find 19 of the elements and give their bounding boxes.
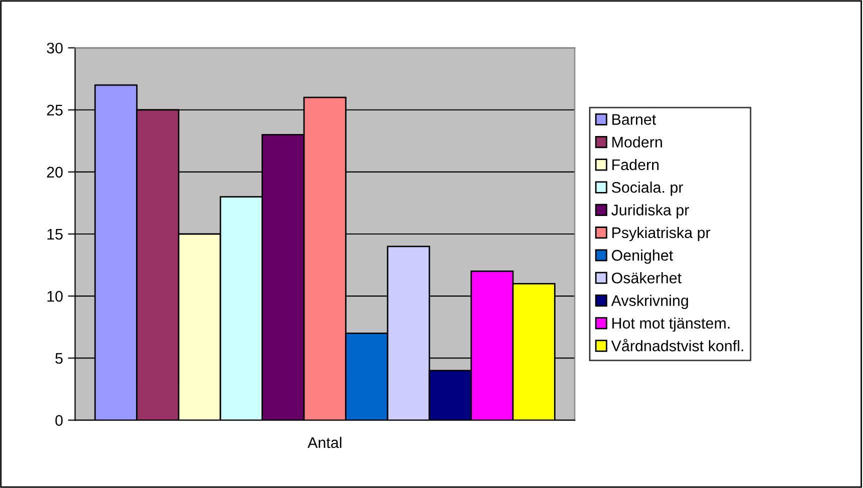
legend-label: Osäkerhet bbox=[612, 272, 682, 284]
y-tick-label: 25 bbox=[47, 104, 63, 116]
legend-label: Vårdnadstvist konfl. bbox=[611, 338, 744, 352]
legend-label: Juridiska pr bbox=[611, 204, 689, 218]
legend-label: Hot mot tjänstem. bbox=[612, 317, 730, 332]
y-tick-label: 30 bbox=[46, 42, 63, 54]
y-tick-label: 15 bbox=[47, 229, 63, 240]
legend-label: Fadern bbox=[612, 158, 659, 170]
y-tick-label: 5 bbox=[55, 353, 63, 364]
legend-label: Barnet bbox=[612, 114, 656, 125]
legend-label: Psykiatriska pr bbox=[612, 226, 710, 242]
y-tick-label: 10 bbox=[47, 290, 63, 302]
legend-label: Avskrivning bbox=[611, 294, 688, 310]
y-tick-label: 20 bbox=[47, 166, 63, 178]
legend-label: Oenighet bbox=[612, 250, 674, 264]
x-tick-label: Antal bbox=[308, 436, 342, 448]
legend-label: Modern bbox=[612, 136, 662, 148]
y-tick-label: 0 bbox=[55, 415, 63, 426]
legend-label: Sociala. pr bbox=[612, 182, 684, 196]
